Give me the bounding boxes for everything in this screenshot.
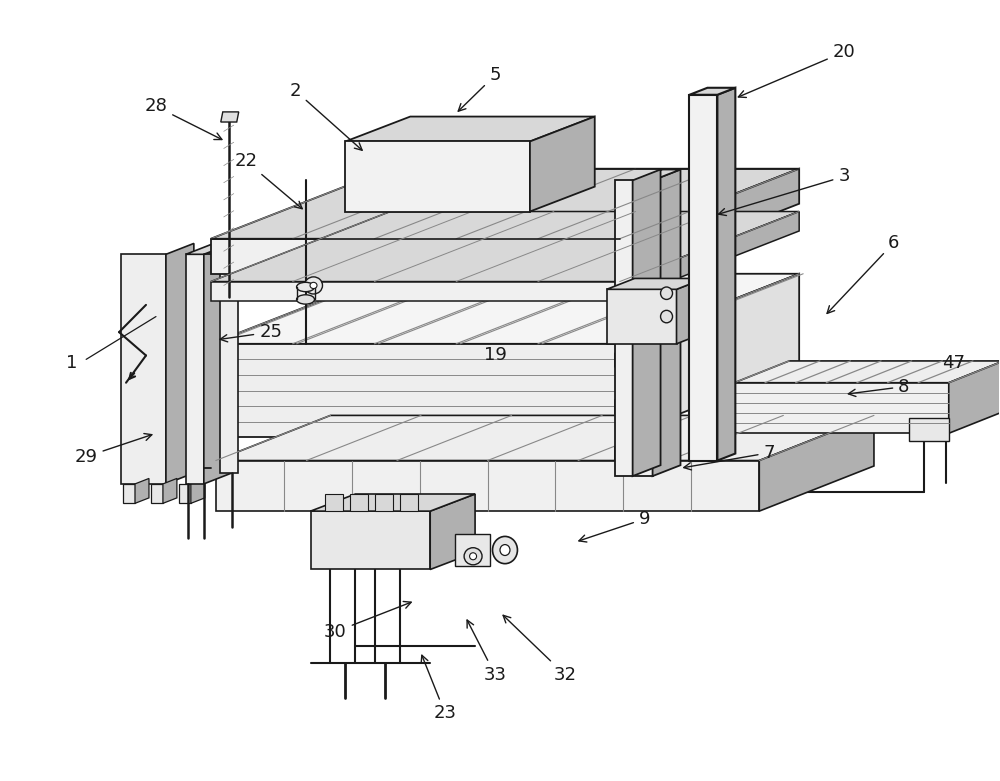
Polygon shape <box>163 479 177 503</box>
Polygon shape <box>615 394 653 414</box>
Polygon shape <box>615 180 633 476</box>
Polygon shape <box>211 274 799 344</box>
Text: 6: 6 <box>827 234 900 313</box>
Polygon shape <box>759 415 874 511</box>
Text: 25: 25 <box>220 323 282 342</box>
Ellipse shape <box>310 282 317 288</box>
Polygon shape <box>325 494 343 511</box>
Polygon shape <box>615 208 653 227</box>
Polygon shape <box>204 244 232 484</box>
Ellipse shape <box>464 547 482 565</box>
Polygon shape <box>717 87 735 461</box>
Polygon shape <box>311 494 475 511</box>
Polygon shape <box>350 494 368 511</box>
Polygon shape <box>211 169 799 239</box>
Polygon shape <box>430 494 475 569</box>
Polygon shape <box>179 484 191 503</box>
Polygon shape <box>734 383 949 433</box>
Polygon shape <box>615 441 653 461</box>
Polygon shape <box>620 274 799 437</box>
Polygon shape <box>211 281 620 301</box>
Polygon shape <box>677 279 704 344</box>
Polygon shape <box>615 301 653 320</box>
Polygon shape <box>633 169 661 476</box>
Polygon shape <box>949 361 1000 433</box>
Polygon shape <box>211 212 799 281</box>
Ellipse shape <box>500 544 510 555</box>
Text: 2: 2 <box>290 82 362 150</box>
Polygon shape <box>400 494 418 511</box>
Ellipse shape <box>297 282 315 291</box>
Text: 3: 3 <box>719 167 850 216</box>
Ellipse shape <box>305 277 322 294</box>
Text: 23: 23 <box>421 655 457 722</box>
Polygon shape <box>121 255 166 484</box>
Text: 9: 9 <box>579 510 650 542</box>
Polygon shape <box>909 418 949 441</box>
Text: 5: 5 <box>458 66 501 111</box>
Text: 30: 30 <box>324 601 411 640</box>
Ellipse shape <box>493 537 517 564</box>
Polygon shape <box>221 112 239 122</box>
Polygon shape <box>345 141 530 212</box>
Polygon shape <box>311 511 430 569</box>
Polygon shape <box>653 169 680 476</box>
Polygon shape <box>216 461 759 511</box>
Polygon shape <box>135 479 149 503</box>
Polygon shape <box>615 255 653 274</box>
Polygon shape <box>166 244 194 484</box>
Ellipse shape <box>297 294 315 304</box>
Polygon shape <box>220 244 238 473</box>
Polygon shape <box>186 255 204 484</box>
Text: 8: 8 <box>848 377 910 397</box>
Text: 22: 22 <box>234 152 302 209</box>
Polygon shape <box>607 289 677 344</box>
Polygon shape <box>455 534 490 565</box>
Text: 20: 20 <box>738 43 855 98</box>
Polygon shape <box>620 212 799 301</box>
Text: 33: 33 <box>467 620 507 683</box>
Text: 29: 29 <box>75 433 152 465</box>
Text: 7: 7 <box>684 444 775 470</box>
Text: 19: 19 <box>484 347 506 365</box>
Polygon shape <box>375 494 393 511</box>
Polygon shape <box>216 415 874 461</box>
Polygon shape <box>689 87 735 95</box>
Ellipse shape <box>661 310 673 323</box>
Text: 32: 32 <box>503 615 576 683</box>
Polygon shape <box>607 279 704 289</box>
Polygon shape <box>635 180 653 476</box>
Polygon shape <box>151 484 163 503</box>
Polygon shape <box>530 116 595 212</box>
Ellipse shape <box>470 553 477 560</box>
Polygon shape <box>123 484 135 503</box>
Polygon shape <box>211 239 620 274</box>
Ellipse shape <box>661 287 673 299</box>
Polygon shape <box>191 479 205 503</box>
Polygon shape <box>635 169 680 180</box>
Polygon shape <box>689 95 717 461</box>
Polygon shape <box>186 244 232 255</box>
Text: 47: 47 <box>942 355 965 373</box>
Polygon shape <box>211 344 620 437</box>
Polygon shape <box>620 169 799 274</box>
Polygon shape <box>615 348 653 367</box>
Polygon shape <box>734 361 1000 383</box>
Text: 28: 28 <box>145 98 222 140</box>
Polygon shape <box>345 116 595 141</box>
Text: 1: 1 <box>66 355 77 373</box>
